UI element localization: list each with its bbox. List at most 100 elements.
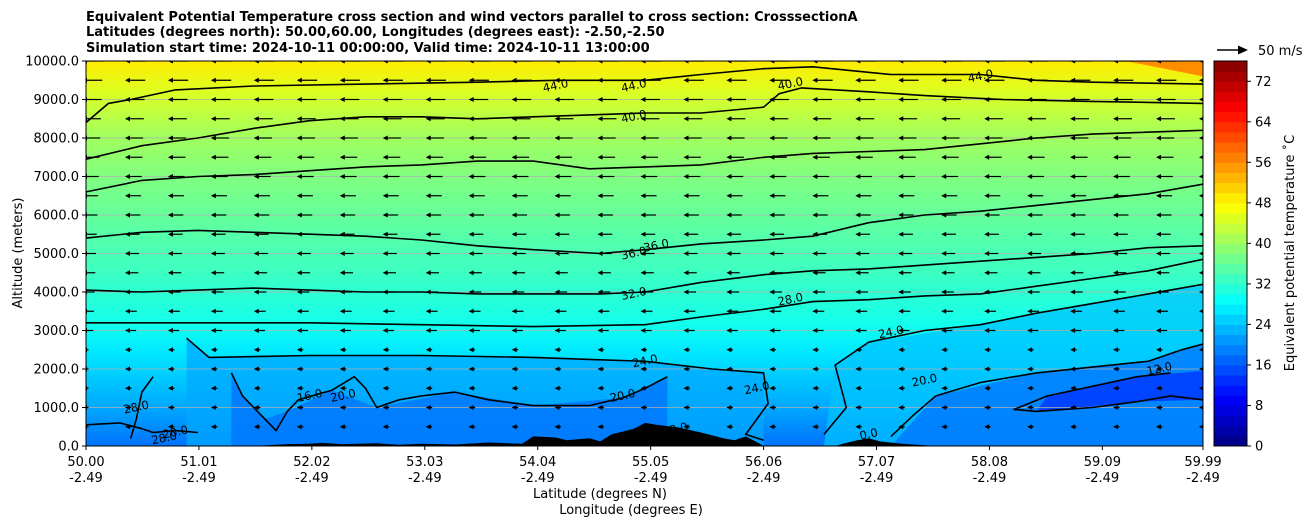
contour-label: 44.0 [966, 66, 994, 85]
wind-vector-head [1113, 154, 1119, 160]
wind-vector-head [468, 405, 474, 410]
wind-vector-head [339, 193, 345, 199]
wind-vector-head [554, 212, 560, 218]
wind-vector-head [382, 77, 388, 83]
wind-vector-head [984, 116, 990, 122]
wind-vector-head [468, 308, 474, 314]
colorbar-band [1214, 344, 1247, 356]
wind-vector-head [1156, 424, 1162, 430]
wind-vector-head [726, 61, 732, 64]
wind-vector-head [1156, 97, 1162, 102]
wind-vector-head [167, 385, 173, 391]
wind-vector-head [683, 251, 689, 256]
wind-vector-head [210, 154, 216, 160]
contour-label: 40.0 [620, 107, 648, 126]
wind-vector-head [339, 308, 345, 314]
wind-vector-head [296, 385, 302, 391]
wind-vector-head [382, 251, 388, 256]
wind-vector-head [554, 385, 560, 391]
wind-vector-head [1199, 155, 1203, 160]
wind-vector-head [1070, 135, 1076, 141]
wind-vector-head [124, 61, 130, 64]
wind-vector-head [898, 174, 904, 179]
wind-vector-head [382, 231, 388, 237]
wind-vector-head [468, 193, 474, 199]
wind-vector-head [1070, 289, 1076, 295]
wind-vector-head [382, 61, 388, 64]
y-tick-label: 10000.0 [25, 55, 79, 70]
wind-vector-head [812, 366, 818, 372]
wind-vector-head [339, 270, 345, 276]
wind-vector-head [124, 347, 130, 353]
x-tick-label-longitude: -2.49 [1086, 471, 1120, 486]
wind-vector-head [554, 366, 560, 372]
colorbar-band [1214, 405, 1247, 417]
x-tick-label-latitude: 55.05 [632, 455, 669, 470]
wind-vector-head [1156, 135, 1162, 141]
wind-vector-head [812, 251, 818, 256]
colorbar-band [1214, 435, 1247, 447]
wind-vector-head [339, 424, 345, 430]
wind-vector-head [167, 97, 173, 102]
wind-vector-head [339, 212, 345, 218]
wind-vector-head [640, 231, 646, 237]
wind-vector-head [1199, 386, 1203, 391]
wind-vector-head [253, 61, 259, 64]
field-region [1125, 61, 1203, 77]
wind-vector-head [769, 77, 775, 83]
wind-vector-head [253, 308, 259, 314]
wind-vector-head [382, 385, 388, 391]
wind-vector-head [597, 405, 603, 410]
wind-vector-head [554, 347, 560, 353]
wind-vector-head [1070, 231, 1076, 237]
wind-vector-head [1113, 385, 1119, 391]
wind-vector-head [382, 347, 388, 353]
contour-lines [86, 66, 1203, 441]
wind-vector-head [1070, 328, 1076, 333]
wind-vector-head [984, 135, 990, 141]
wind-vector-head [683, 424, 689, 430]
wind-vector-head [640, 270, 646, 276]
wind-vector-head [1199, 136, 1203, 140]
wind-vector-head [468, 231, 474, 237]
wind-vector-head [898, 405, 904, 410]
wind-vector-head [1027, 193, 1033, 199]
wind-vector-head [597, 328, 603, 333]
wind-vector-head [855, 251, 861, 256]
wind-vector-head [726, 385, 732, 391]
contour-line [890, 343, 1203, 437]
wind-vector-head [726, 251, 732, 256]
wind-vector-head [726, 328, 732, 333]
wind-vector-head [167, 405, 173, 410]
contour-label: 28.0 [122, 398, 150, 417]
wind-vector-head [554, 61, 560, 64]
x-tick-label-longitude: -2.49 [408, 471, 442, 486]
x-axis-label-longitude: Longitude (degrees E) [559, 503, 703, 518]
wind-vector-head [597, 135, 603, 141]
wind-vector-head [726, 424, 732, 430]
wind-vector-head [812, 174, 818, 179]
wind-vector-head [1199, 328, 1203, 333]
wind-vector-head [382, 328, 388, 333]
colorbar-band [1214, 324, 1247, 336]
colorbar-tick-label: 24 [1255, 318, 1272, 333]
wind-vector-head [382, 308, 388, 314]
wind-vector-head [554, 135, 560, 141]
colorbar-tick-label: 56 [1255, 156, 1272, 171]
x-tick-label-longitude: -2.49 [634, 471, 668, 486]
colorbar-band [1214, 415, 1247, 427]
wind-vector-head [769, 251, 775, 256]
wind-vector-head [1113, 366, 1119, 372]
wind-vector-head [597, 97, 603, 102]
x-tick-label-longitude: -2.49 [860, 471, 894, 486]
wind-vector-head [898, 212, 904, 218]
wind-vector-head [640, 135, 646, 141]
wind-vector-head [898, 251, 904, 256]
wind-vector-head [812, 135, 818, 141]
wind-vector-head [554, 328, 560, 333]
colorbar-band [1214, 233, 1247, 244]
wind-vector-head [769, 289, 775, 295]
x-tick-label-longitude: -2.49 [973, 471, 1007, 486]
wind-vector-head [984, 385, 990, 391]
wind-vector-head [726, 77, 732, 83]
